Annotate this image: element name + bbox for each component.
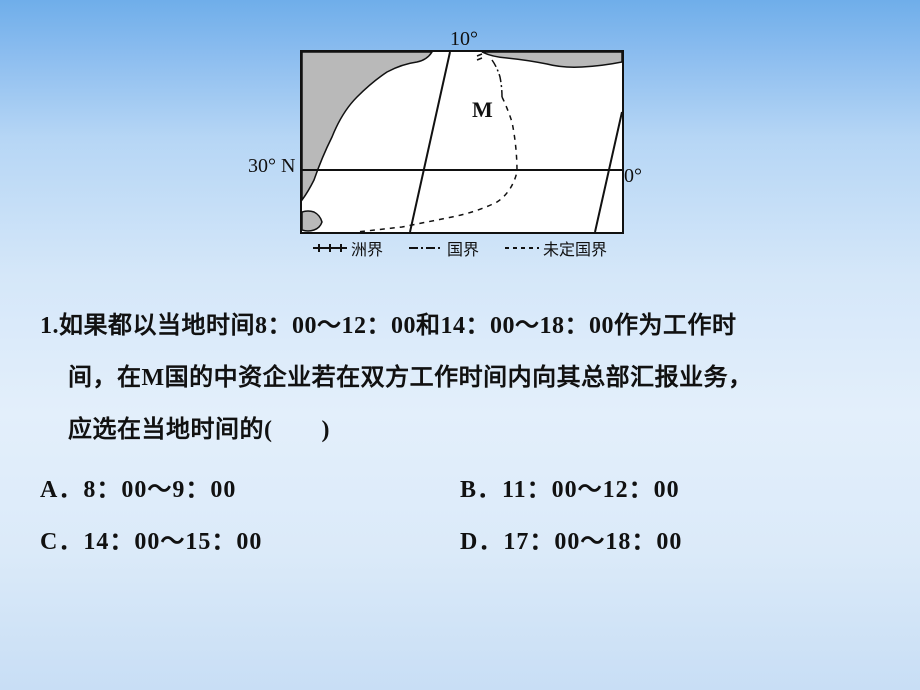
map-svg: M bbox=[302, 52, 622, 232]
longitude-10-line bbox=[410, 52, 450, 232]
question-area: 1.如果都以当地时间8：00～12：00和14：00～18：00作为工作时 间，… bbox=[40, 300, 880, 568]
land-northwest bbox=[302, 52, 432, 200]
undetermined-boundary-icon bbox=[505, 241, 539, 255]
undetermined-boundary-line bbox=[357, 97, 517, 232]
question-line-1: 1.如果都以当地时间8：00～12：00和14：00～18：00作为工作时 bbox=[40, 313, 737, 339]
question-line-3: 应选在当地时间的( ) bbox=[68, 417, 330, 443]
map-box: M bbox=[300, 50, 624, 234]
longitude-0-line bbox=[595, 112, 622, 232]
land-southwest-isle bbox=[302, 211, 322, 231]
continent-boundary-icon bbox=[313, 241, 347, 255]
choice-b: B．11：00～12：00 bbox=[460, 464, 880, 516]
choice-a: A．8：00～9：00 bbox=[40, 464, 460, 516]
strait-marks bbox=[477, 54, 482, 60]
legend-undetermined-label: 未定国界 bbox=[543, 236, 607, 260]
legend-national-label: 国界 bbox=[447, 236, 479, 260]
legend-continent: 洲界 bbox=[313, 236, 383, 260]
choice-c: C．14：00～15：00 bbox=[40, 516, 460, 568]
question-line-2: 间，在M国的中资企业若在双方工作时间内向其总部汇报业务， bbox=[68, 365, 753, 391]
national-boundary-icon bbox=[409, 241, 443, 255]
map-legend: 洲界 国界 未定国界 bbox=[300, 236, 620, 260]
longitude-0-label: 0° bbox=[624, 165, 642, 188]
legend-undetermined: 未定国界 bbox=[505, 236, 607, 260]
national-boundary-line bbox=[492, 60, 502, 97]
map-figure: 10° 0° 30° N M bbox=[300, 50, 620, 270]
choices: A．8：00～9：00 B．11：00～12：00 C．14：00～15：00 … bbox=[40, 464, 880, 568]
legend-continent-label: 洲界 bbox=[351, 236, 383, 260]
question-text: 1.如果都以当地时间8：00～12：00和14：00～18：00作为工作时 间，… bbox=[40, 300, 880, 456]
land-north bbox=[482, 52, 622, 67]
latitude-30n-label: 30° N bbox=[248, 155, 295, 178]
longitude-10-label: 10° bbox=[450, 28, 478, 51]
country-m-label: M bbox=[472, 97, 493, 122]
legend-national: 国界 bbox=[409, 236, 479, 260]
choice-d: D．17：00～18：00 bbox=[460, 516, 880, 568]
slide: 10° 0° 30° N M bbox=[0, 0, 920, 690]
